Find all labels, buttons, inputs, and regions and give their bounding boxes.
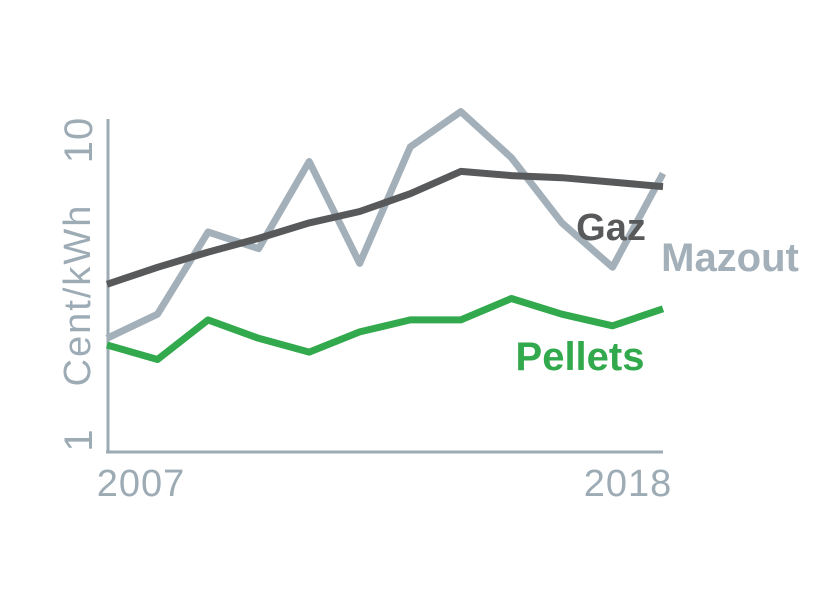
y-axis-tick-1: 1 [57,428,101,452]
pellets-line [106,295,665,363]
x-axis-tick-2007: 2007 [96,463,186,505]
y-axis-tick-10: 10 [57,116,101,164]
y-axis-title: Cent/kWh [57,203,99,387]
gaz-line [105,167,664,288]
gaz-series-label: Gaz [576,207,646,249]
x-axis-tick-2018: 2018 [583,463,673,505]
axes [106,119,663,454]
mazout-series-label: Mazout [661,236,799,280]
pellets-series-label: Pellets [515,335,645,379]
series-lines [105,108,667,363]
